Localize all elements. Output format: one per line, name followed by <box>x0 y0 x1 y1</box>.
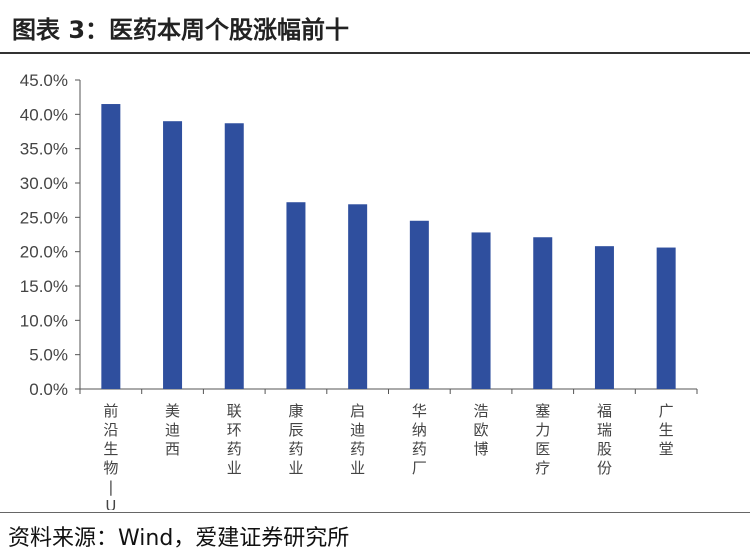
y-tick-label: 20.0% <box>20 243 68 262</box>
y-tick-label: 45.0% <box>20 71 68 90</box>
y-tick-label: 15.0% <box>20 277 68 296</box>
x-category-label: 塞力医疗 <box>535 402 550 477</box>
y-tick-label: 10.0% <box>20 311 68 330</box>
bar <box>471 232 491 389</box>
x-category-label: 福瑞股份 <box>597 402 612 477</box>
bar <box>224 123 244 389</box>
y-tick-label: 5.0% <box>29 346 68 365</box>
bar <box>533 237 553 389</box>
x-category-label: 华纳药厂 <box>412 402 427 477</box>
bar <box>348 204 368 389</box>
bar <box>594 246 614 389</box>
x-category-label: 美迪西 <box>165 402 180 458</box>
figure-title: 图表 3：医药本周个股涨幅前十 <box>12 16 350 44</box>
y-tick-label: 0.0% <box>29 380 68 399</box>
title-divider <box>0 52 750 54</box>
x-category-label: 联环药业 <box>227 402 242 477</box>
y-tick-label: 30.0% <box>20 174 68 193</box>
y-tick-label: 25.0% <box>20 208 68 227</box>
bar <box>656 247 676 389</box>
bar-chart: 0.0% 5.0% 10.0% 15.0% 20.0% 25.0% 30.0% 35.0% 40… <box>20 71 698 510</box>
y-tick-label: 35.0% <box>20 140 68 159</box>
bar <box>101 104 121 390</box>
source-note: 资料来源：Wind，爱建证券研究所 <box>8 526 350 551</box>
x-category-label: 浩欧博 <box>474 402 489 458</box>
x-category-label: 前沿生物| U <box>103 402 118 510</box>
y-tick-label: 40.0% <box>20 105 68 124</box>
footer-divider <box>0 512 750 513</box>
bar <box>409 220 429 389</box>
bar <box>163 121 183 389</box>
bar <box>286 202 306 389</box>
x-category-label: 广生堂 <box>659 402 674 458</box>
x-category-label: 启迪药业 <box>350 402 365 477</box>
x-category-label: 康辰药业 <box>288 402 303 477</box>
